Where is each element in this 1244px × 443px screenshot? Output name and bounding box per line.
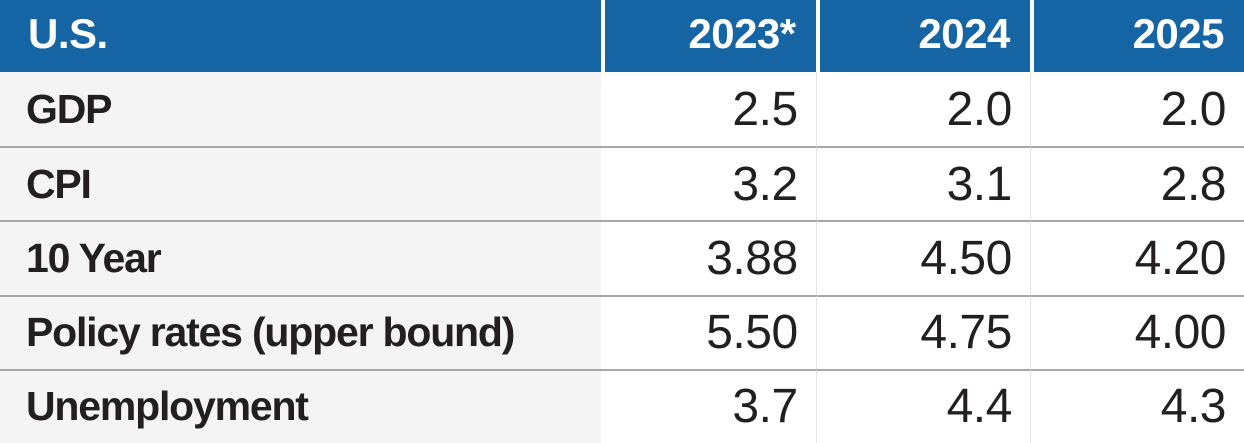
value-10-year-2023: 3.88	[601, 220, 816, 295]
table-row-policy-rates: Policy rates (upper bound) 5.50 4.75 4.0…	[0, 294, 1244, 369]
table-row-cpi: CPI 3.2 3.1 2.8	[0, 146, 1244, 221]
row-label-cpi: CPI	[0, 146, 602, 221]
value-gdp-2023: 2.5	[601, 72, 816, 147]
table-row-unemployment: Unemployment 3.7 4.4 4.3	[0, 368, 1244, 443]
value-cpi-2025: 2.8	[1029, 146, 1244, 221]
table-row-10-year: 10 Year 3.88 4.50 4.20	[0, 220, 1244, 295]
year-header-2023: 2023*	[601, 0, 816, 72]
value-unemployment-2025: 4.3	[1029, 368, 1244, 443]
table-header-row: U.S. 2023* 2024 2025	[0, 0, 1244, 72]
value-policy-rates-2025: 4.00	[1029, 294, 1244, 369]
value-cpi-2024: 3.1	[815, 146, 1030, 221]
value-10-year-2025: 4.20	[1029, 220, 1244, 295]
year-header-2025: 2025	[1029, 0, 1244, 72]
row-label-gdp: GDP	[0, 72, 602, 147]
row-label-unemployment: Unemployment	[0, 368, 602, 443]
value-policy-rates-2023: 5.50	[601, 294, 816, 369]
table-row-gdp: GDP 2.5 2.0 2.0	[0, 72, 1244, 147]
value-gdp-2025: 2.0	[1029, 72, 1244, 147]
row-label-policy-rates: Policy rates (upper bound)	[0, 294, 602, 369]
row-label-10-year: 10 Year	[0, 220, 602, 295]
year-header-2024: 2024	[815, 0, 1030, 72]
value-cpi-2023: 3.2	[601, 146, 816, 221]
value-gdp-2024: 2.0	[815, 72, 1030, 147]
value-policy-rates-2024: 4.75	[815, 294, 1030, 369]
value-unemployment-2023: 3.7	[601, 368, 816, 443]
value-10-year-2024: 4.50	[815, 220, 1030, 295]
value-unemployment-2024: 4.4	[815, 368, 1030, 443]
region-header: U.S.	[0, 0, 602, 72]
